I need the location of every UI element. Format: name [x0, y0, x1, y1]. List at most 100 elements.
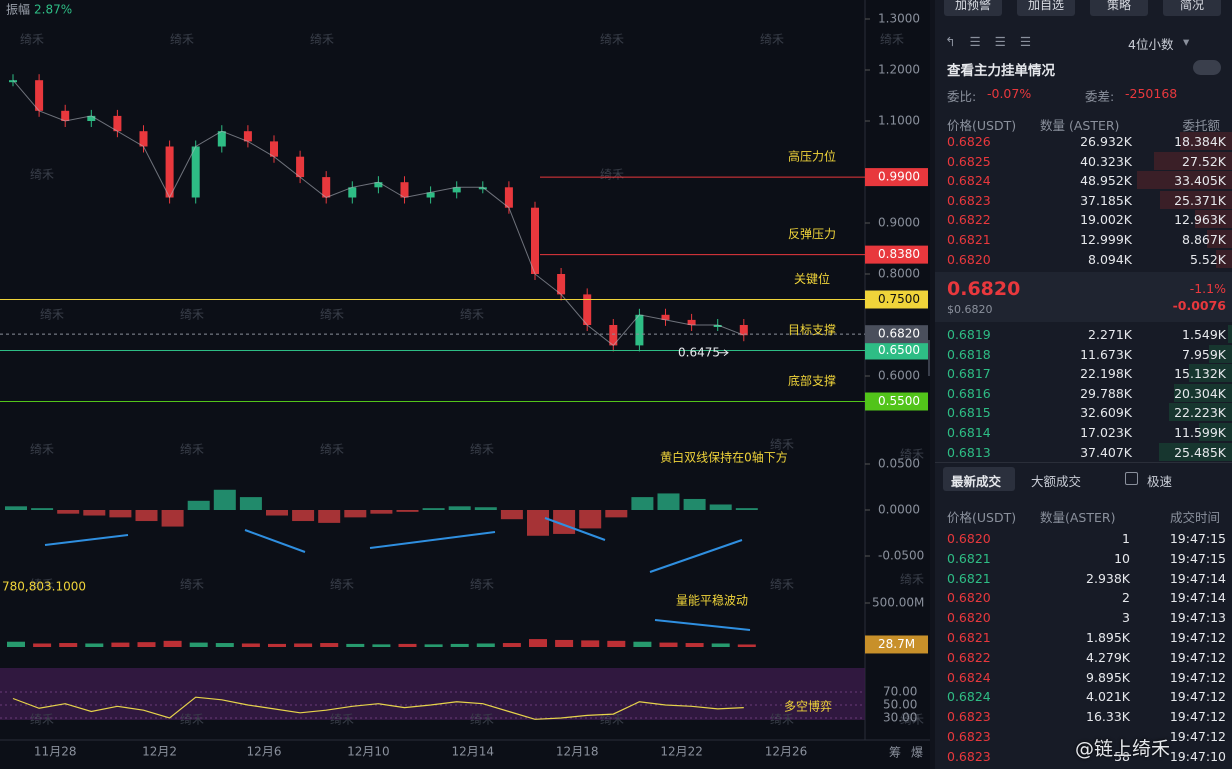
- bids-qty: 29.788K: [1080, 385, 1132, 401]
- toolbar-button[interactable]: 加预警: [944, 0, 1002, 16]
- bids-price: 0.6819: [947, 327, 991, 342]
- bids-price: 0.6813: [947, 444, 991, 460]
- volume-bar: [137, 642, 156, 647]
- mid-price: 0.6820: [947, 278, 1021, 300]
- volume-bar: [711, 643, 730, 647]
- macd-bar: [57, 510, 80, 514]
- y-tick-label: 0.0500: [878, 457, 920, 471]
- y-tick-label: 1.1000: [878, 114, 920, 128]
- rsi-line: [12, 696, 744, 720]
- tab-active-bg[interactable]: [943, 467, 1015, 491]
- trade-qty: 9.895K: [1086, 669, 1130, 685]
- book-header: 委托额: [1182, 118, 1220, 133]
- x-tick-label: 12月18: [556, 745, 599, 759]
- watermark: 绮禾: [470, 713, 494, 727]
- trade-time: 19:47:13: [1169, 610, 1226, 626]
- trade-time: 19:47:12: [1169, 669, 1226, 685]
- annotation-arrow: [44, 534, 129, 546]
- macd-bar: [344, 510, 367, 518]
- asks-price: 0.6826: [947, 134, 991, 149]
- trade-time: 19:47:12: [1169, 630, 1226, 645]
- level-note: 高压力位: [788, 149, 836, 164]
- level-label: 0.8380: [878, 247, 920, 261]
- watermark: 绮禾: [20, 33, 44, 47]
- current-label: 0.6820: [878, 327, 920, 341]
- rsi-note: 多空博弈: [784, 699, 832, 714]
- bids-qty: 11.673K: [1080, 346, 1132, 362]
- asks-qty: 37.185K: [1080, 192, 1132, 208]
- dropdown-caret: ▾: [1183, 34, 1190, 49]
- candle: [739, 325, 748, 336]
- macd-bar: [161, 510, 184, 527]
- asks-amount: 25.371K: [1174, 192, 1226, 208]
- candle: [35, 80, 44, 111]
- mid-bg: [935, 272, 1232, 322]
- trade-header: 成交时间: [1169, 510, 1220, 525]
- watermark: 绮禾: [470, 578, 494, 592]
- volume-bar: [398, 643, 417, 647]
- asks-qty: 40.323K: [1080, 153, 1132, 169]
- candle: [400, 182, 409, 198]
- x-tick-label: 12月22: [660, 745, 703, 759]
- volume-bar: [241, 643, 260, 647]
- watermark: 绮禾: [770, 438, 794, 452]
- trade-qty: 10: [1114, 550, 1130, 566]
- volume-bar: [85, 643, 104, 647]
- watermark: 绮禾: [470, 443, 494, 457]
- mid-change-pct: -1.1%: [1189, 281, 1226, 296]
- watermark: 绮禾: [30, 713, 54, 727]
- rsi-band: [0, 668, 865, 720]
- bids-price: 0.6818: [947, 346, 991, 362]
- asks-qty: 48.952K: [1080, 173, 1132, 189]
- annotation-arrow: [369, 531, 496, 549]
- level-label: 0.6500: [878, 343, 920, 357]
- level-tag: [865, 341, 928, 360]
- macd-note: 黄白双线保持在0轴下方: [660, 450, 788, 465]
- macd-bar: [709, 504, 732, 510]
- watermark: 绮禾: [30, 578, 54, 592]
- level-note: 底部支撑: [788, 373, 836, 388]
- watermark: 绮禾: [770, 578, 794, 592]
- candle: [243, 131, 252, 142]
- toolbar-button[interactable]: 加自选: [1017, 0, 1075, 16]
- volume-bar: [59, 643, 78, 647]
- y-tick-label: -0.0500: [878, 549, 924, 563]
- trade-qty: 4.279K: [1086, 649, 1130, 665]
- asks-amount: 12.963K: [1174, 212, 1226, 228]
- chart-bg: [0, 0, 930, 769]
- close-line: [12, 79, 744, 347]
- trade-header: 数量(ASTER): [1040, 510, 1116, 525]
- macd-bar: [735, 508, 758, 510]
- volume-bar: [607, 640, 626, 647]
- decimals-select: 4位小数: [1128, 37, 1174, 52]
- asks-qty: 8.094K: [1088, 251, 1132, 267]
- trade-qty: 4.021K: [1086, 689, 1130, 705]
- volume-bar: [581, 640, 600, 647]
- candle: [713, 325, 722, 327]
- watermark: 绮禾: [460, 308, 484, 322]
- volume-top-label: 780,803.1000: [2, 580, 86, 594]
- candle: [191, 146, 200, 198]
- volume-bar: [215, 643, 234, 647]
- toggle: [1193, 60, 1221, 75]
- tab[interactable]: 极速: [1147, 474, 1173, 489]
- candle: [87, 115, 96, 121]
- tab[interactable]: 大额成交: [1031, 474, 1082, 489]
- footer-icon: 筹: [889, 746, 901, 760]
- divider: [935, 462, 1232, 463]
- level-note: 关键位: [794, 271, 830, 286]
- main-orders-link: 查看主力挂单情况: [947, 63, 1055, 79]
- volume-bar: [346, 643, 365, 647]
- level-tag: [865, 245, 928, 264]
- asks-qty: 26.932K: [1080, 134, 1132, 149]
- toolbar-button[interactable]: 策略: [1090, 0, 1148, 16]
- candle: [609, 325, 618, 346]
- trade-time: 19:47:14: [1169, 570, 1226, 586]
- tab[interactable]: 最新成交: [951, 474, 1002, 489]
- candle: [687, 319, 696, 325]
- toolbar-button[interactable]: 简况: [1163, 0, 1221, 16]
- watermark: 绮禾: [320, 308, 344, 322]
- x-tick-label: 12月6: [247, 745, 282, 759]
- y-tick-label: 0.8000: [878, 267, 920, 281]
- watermark: 绮禾: [880, 33, 904, 47]
